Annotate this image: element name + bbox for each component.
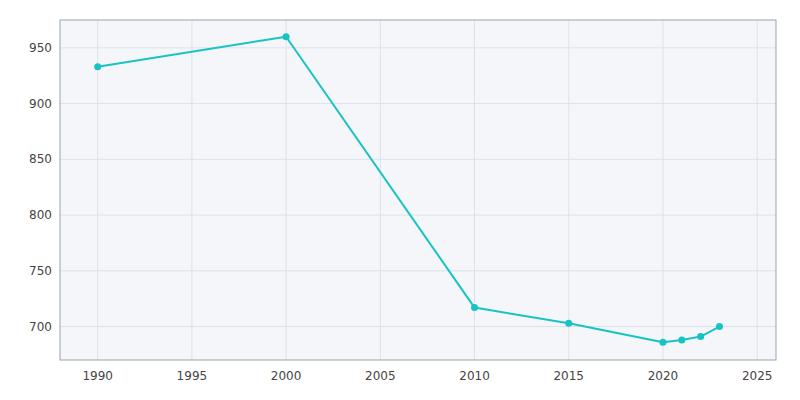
point [678,336,685,343]
line [98,37,720,342]
plot-background [60,20,776,360]
point [716,323,723,330]
grid-line-y [60,103,776,104]
x-tick-label: 1995 [177,369,208,383]
x-tick-label: 2015 [553,369,584,383]
point [94,63,101,70]
point [565,320,572,327]
point [697,333,704,340]
grid-line-x [191,20,192,360]
y-tick-label: 700 [29,320,52,334]
y-tick-label: 950 [29,41,52,55]
y-tick-label: 900 [29,97,52,111]
point [659,339,666,346]
grid-line-y [60,270,776,271]
point [471,304,478,311]
plot-frame [60,20,776,360]
grid [60,20,776,360]
grid-line-y [60,47,776,48]
y-tick-label: 800 [29,208,52,222]
x-tick-label: 2025 [742,369,773,383]
x-tick-label: 2000 [271,369,302,383]
series [94,33,723,345]
grid-line-x [662,20,663,360]
y-tick-label: 850 [29,152,52,166]
x-tick-label: 2020 [648,369,679,383]
y-tick-label: 750 [29,264,52,278]
grid-line-y [60,159,776,160]
grid-line-x [97,20,98,360]
grid-line-x [568,20,569,360]
point [283,33,290,40]
x-tick-label: 2005 [365,369,396,383]
chart-container: 1990 1995 2000 2005 2010 2015 2020 2025 700 750 80… [0,0,800,400]
grid-line-x [380,20,381,360]
grid-line-y [60,326,776,327]
grid-line-x [286,20,287,360]
x-tick-label: 2010 [459,369,490,383]
grid-line-y [60,215,776,216]
x-tick-label: 1990 [82,369,113,383]
chart: 1990 1995 2000 2005 2010 2015 2020 2025 700 750 80… [0,0,800,400]
grid-line-x [757,20,758,360]
